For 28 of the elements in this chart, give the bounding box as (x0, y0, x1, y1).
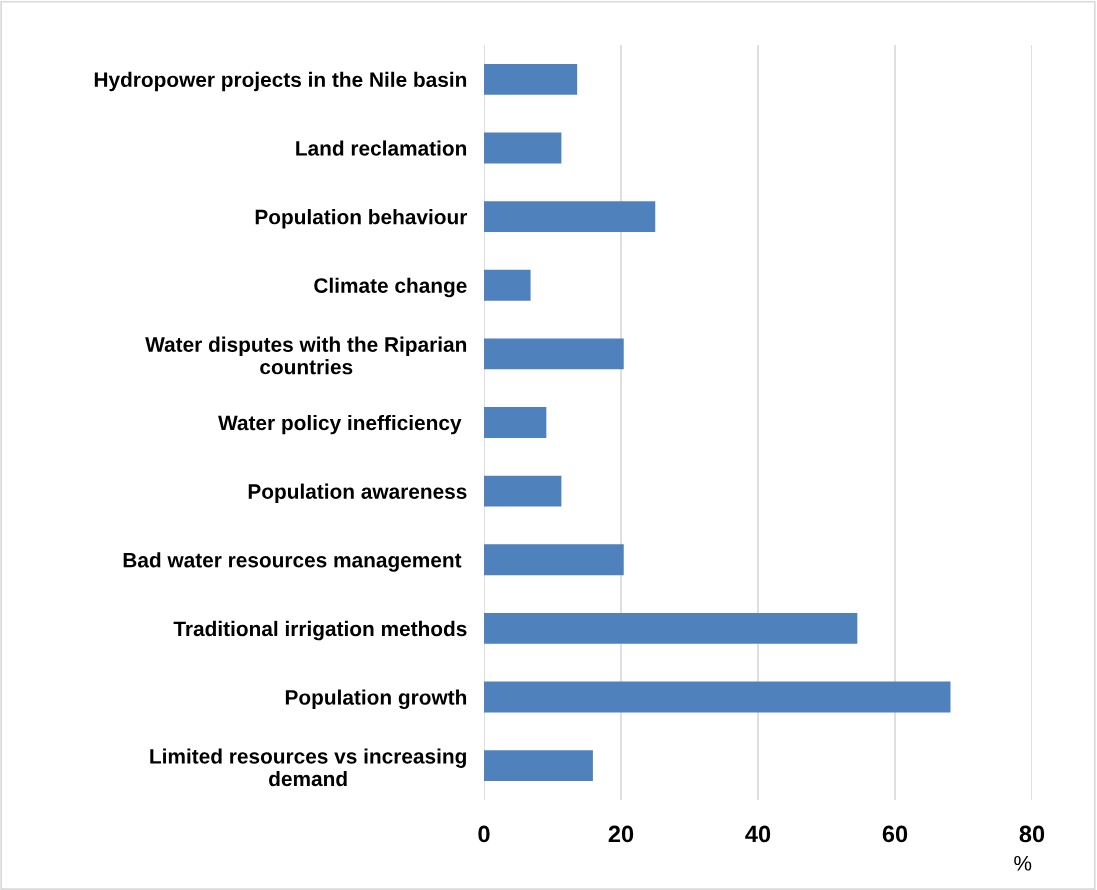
y-tick-label: Water policy inefficiency (218, 414, 462, 435)
bar (484, 475, 562, 507)
bar (484, 407, 547, 438)
y-tick-label: Bad water resources management (123, 552, 462, 572)
x-tick-label: 20 (608, 825, 634, 843)
x-tick-label: 60 (882, 825, 908, 843)
y-tick-label: Limited resources vs increasing demand (150, 748, 466, 787)
bar (484, 612, 858, 644)
bar (484, 132, 562, 164)
x-tick-label: 80 (1019, 825, 1045, 843)
y-tick-label: Population behaviour (255, 209, 468, 229)
bar (484, 201, 656, 233)
x-axis-title: % (1014, 855, 1032, 871)
bar (484, 750, 593, 782)
y-tick-label: Population growth (285, 689, 467, 710)
y-tick-label: Hydropower projects in the Nile basin (94, 71, 467, 92)
bar (484, 681, 951, 713)
bar (484, 338, 624, 370)
y-tick-label: Traditional irrigation methods (173, 620, 467, 641)
bar (484, 544, 624, 576)
x-tick-label: 0 (478, 825, 490, 843)
y-tick-label: Water disputes with the Riparian countries (145, 336, 467, 375)
x-tick-label: 40 (745, 825, 771, 843)
y-tick-label: Land reclamation (296, 140, 467, 156)
y-tick-label: Climate change (314, 277, 467, 298)
y-tick-label: Population awareness (248, 483, 467, 504)
bar (484, 63, 578, 95)
bar (484, 269, 531, 301)
